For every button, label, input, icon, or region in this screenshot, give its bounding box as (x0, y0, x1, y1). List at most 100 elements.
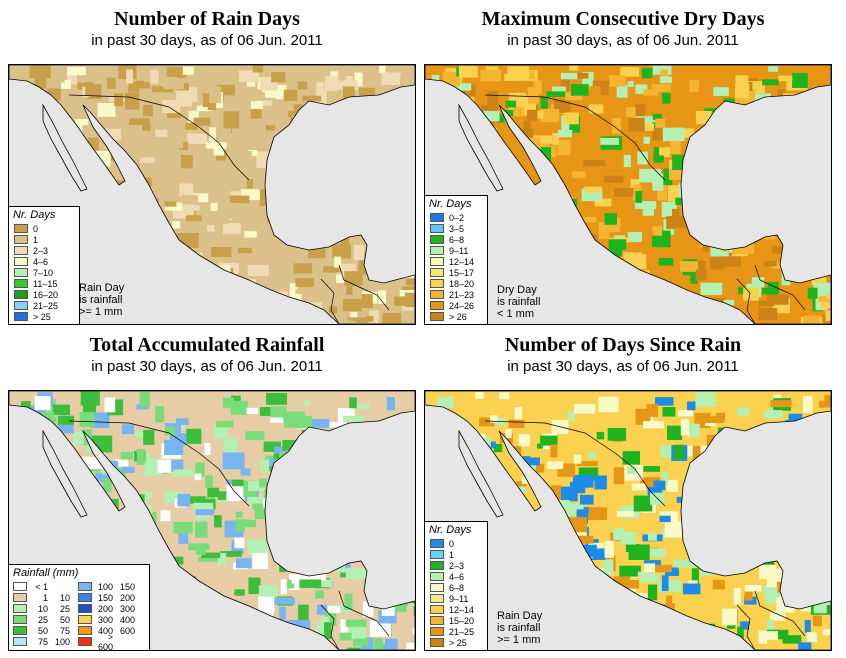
legend-range-high: 100 (54, 636, 70, 647)
legend-swatch (13, 637, 27, 646)
legend-label: 4–6 (449, 571, 465, 582)
legend-range-low: 100 (97, 581, 113, 592)
legend-title: Nr. Days (13, 209, 56, 221)
legend-item: 2–3 (425, 560, 487, 571)
legend-item: 4–6 (9, 256, 79, 267)
legend-label: 21–23 (449, 289, 475, 300)
legend-item: 15–20 (425, 615, 487, 626)
legend-range-high: 400 (119, 614, 135, 625)
legend-range-high: 75 (59, 625, 70, 636)
legend-range-low: 50 (37, 625, 48, 636)
legend-range-high: 600 (119, 625, 135, 636)
legend-swatch (430, 290, 444, 299)
legend-swatch (430, 224, 444, 233)
legend-item: 75 100 (9, 636, 70, 647)
legend-label: 15–20 (449, 615, 475, 626)
legend-item: 24–26 (425, 300, 487, 311)
panel-dry-days: Maximum Consecutive Dry Days in past 30 … (418, 8, 832, 328)
legend-swatch (13, 604, 27, 613)
panel-title: Number of Rain Days (114, 8, 300, 30)
legend-label: 2–3 (449, 560, 465, 571)
legend-label: 6–8 (449, 582, 465, 593)
legend-label: > 25 (33, 311, 51, 322)
legend-range-high: 300 (119, 603, 135, 614)
legend-label: 15–17 (449, 267, 475, 278)
legend-item: 4–6 (425, 571, 487, 582)
legend-label: > 26 (449, 311, 467, 322)
legend-label: 0–2 (449, 212, 465, 223)
legend-range-low: 200 (97, 603, 113, 614)
legend-title: Rainfall (mm) (13, 567, 79, 579)
legend-swatch (430, 301, 444, 310)
legend-item: 1 (425, 549, 487, 560)
legend-item: 2–3 (9, 245, 79, 256)
legend-range-high: 200 (119, 592, 135, 603)
legend-label: 11–15 (33, 278, 58, 289)
legend-swatch (78, 604, 92, 613)
legend-range-low: 1 (42, 592, 48, 603)
legend: Rainfall (mm) < 1 1 10 10 25 25 50 50 75 75 100 10… (9, 564, 150, 650)
legend-range-low: 10 (37, 603, 48, 614)
legend-label: 12–14 (449, 256, 475, 267)
legend-swatch (430, 235, 444, 244)
map-canvas (425, 65, 831, 324)
legend-item: < 1 (9, 581, 70, 592)
panel-title: Total Accumulated Rainfall (89, 334, 325, 356)
legend-swatch (13, 582, 27, 591)
legend-item: 0 (425, 538, 487, 549)
legend-swatch (430, 594, 444, 603)
legend-label: 7–10 (33, 267, 54, 278)
legend-swatch (78, 615, 92, 624)
legend-item: 100 150 (74, 581, 135, 592)
legend-range-high: 150 (119, 581, 135, 592)
legend-item: 15–17 (425, 267, 487, 278)
legend-item: 1 10 (9, 592, 70, 603)
legend-label: 16–20 (33, 289, 59, 300)
legend-item: 6–8 (425, 234, 487, 245)
legend-label: 0 (33, 223, 39, 234)
legend-item: 21–23 (425, 289, 487, 300)
legend-item: > 25 (425, 637, 487, 648)
legend-swatch (14, 246, 28, 255)
definition-note: Dry Day is rainfall < 1 mm (497, 284, 541, 320)
legend-swatch (14, 279, 28, 288)
legend-range-low: 150 (97, 592, 113, 603)
legend-item: 200 300 (74, 603, 135, 614)
legend-label: 21–25 (449, 626, 475, 637)
legend-item: 21–25 (9, 300, 79, 311)
legend-item: 1 (9, 234, 79, 245)
legend-range-high: 25 (59, 603, 70, 614)
legend-swatch (430, 246, 444, 255)
legend-range-low: 25 (37, 614, 48, 625)
legend-item: 12–14 (425, 256, 487, 267)
panel-subtitle: in past 30 days, as of 06 Jun. 2011 (91, 358, 323, 375)
legend-item: 0–2 (425, 212, 487, 223)
panel-rain-days: Number of Rain Days in past 30 days, as … (2, 8, 416, 328)
legend-range-low: < 1 (35, 581, 48, 592)
map-dry-days: Nr. Days 0–2 3–5 6–8 9–11 12–14 15–17 18–20 21–… (424, 64, 832, 325)
legend-item: 11–15 (9, 278, 79, 289)
map-days-since-rain: Nr. Days 0 1 2–3 4–6 6–8 9–11 12–14 15–20 21–25 >… (424, 390, 832, 651)
legend-range-high: 10 (59, 592, 70, 603)
legend-swatch (430, 213, 444, 222)
legend: Nr. Days 0–2 3–5 6–8 9–11 12–14 15–17 18–20 21–… (425, 195, 488, 324)
legend-swatch (14, 290, 28, 299)
legend-swatch (13, 626, 27, 635)
panel-total-rainfall: Total Accumulated Rainfall in past 30 da… (2, 334, 416, 654)
legend-swatch (78, 637, 92, 646)
legend-label: 21–25 (33, 300, 59, 311)
legend-swatch (78, 582, 92, 591)
legend-swatch (430, 312, 444, 321)
panel-subtitle: in past 30 days, as of 06 Jun. 2011 (507, 32, 739, 49)
legend-item: > 600 (74, 632, 135, 650)
legend-label: 6–8 (449, 234, 465, 245)
legend-swatch (78, 626, 92, 635)
legend-swatch (14, 301, 28, 310)
legend-label: 4–6 (33, 256, 49, 267)
legend-item: 300 400 (74, 614, 135, 625)
legend-item: 9–11 (425, 593, 487, 604)
legend-range-low: 400 (97, 625, 113, 636)
legend-swatch (14, 312, 28, 321)
legend-swatch (430, 550, 444, 559)
legend-item: 12–14 (425, 604, 487, 615)
